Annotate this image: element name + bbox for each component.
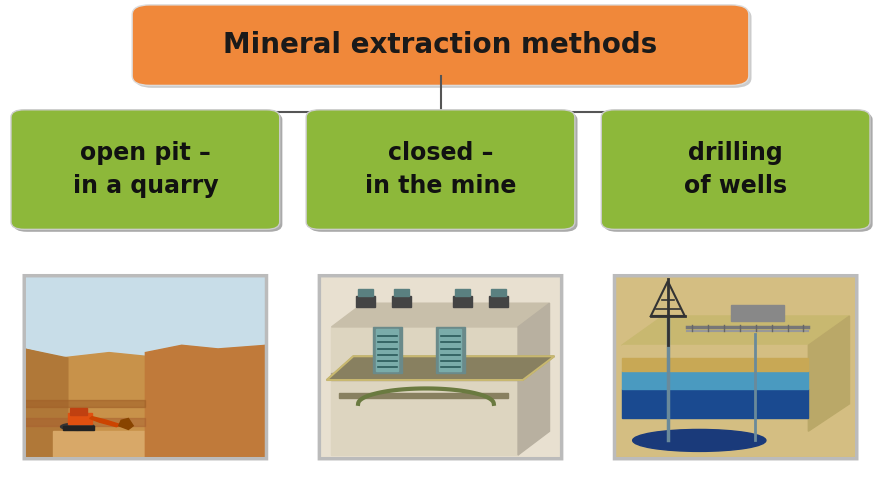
- FancyBboxPatch shape: [308, 112, 578, 232]
- Text: closed –
in the mine: closed – in the mine: [365, 141, 516, 198]
- FancyBboxPatch shape: [135, 7, 751, 88]
- FancyBboxPatch shape: [13, 112, 283, 232]
- FancyBboxPatch shape: [132, 5, 749, 85]
- FancyBboxPatch shape: [603, 112, 872, 232]
- FancyBboxPatch shape: [601, 110, 870, 229]
- FancyBboxPatch shape: [11, 110, 280, 229]
- Text: drilling
of wells: drilling of wells: [684, 141, 788, 198]
- FancyBboxPatch shape: [307, 110, 575, 229]
- Text: open pit –
in a quarry: open pit – in a quarry: [72, 141, 218, 198]
- Text: Mineral extraction methods: Mineral extraction methods: [224, 31, 657, 59]
